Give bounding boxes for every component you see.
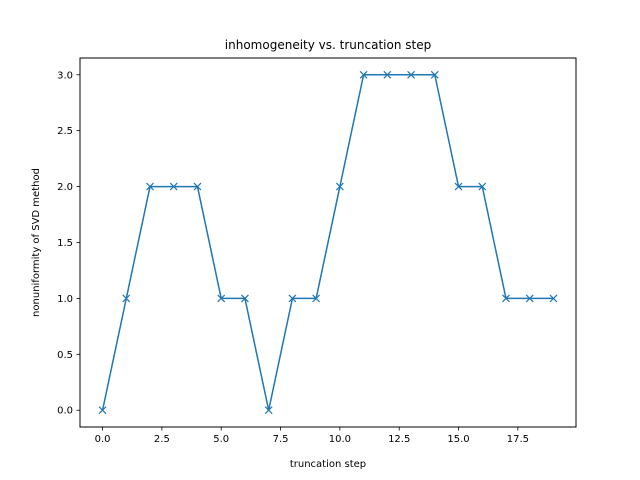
x-tick-label: 17.5 [507,434,529,445]
x-tick-label: 7.5 [273,434,289,445]
data-point-marker [217,294,226,303]
x-tick-label: 10.0 [329,434,351,445]
data-point-marker [454,182,463,191]
data-point-marker [430,70,439,79]
chart-title: inhomogeneity vs. truncation step [225,38,431,52]
series-line [101,74,554,411]
data-point-marker [264,406,273,415]
data-point-marker [288,294,297,303]
tick-layer: 0.0 2.5 5.0 7.5 10.0 12.5 15.0 17.5 0.0 0.5 1.0 1.5… [57,70,529,445]
data-point-marker [525,294,534,303]
y-tick-label: 1.5 [57,238,73,249]
data-point-marker [241,294,249,303]
data-point-marker [407,70,415,79]
data-point-marker [359,70,368,79]
y-tick-label: 2.5 [57,126,73,137]
data-point-marker [98,406,107,415]
y-tick-label: 0.5 [57,350,73,361]
data-point-marker [312,294,321,303]
y-axis-title: nonuniformity of SVD method [31,168,42,317]
y-tick-label: 3.0 [57,70,73,81]
data-point-marker [335,182,344,191]
y-tick-label: 1.0 [57,294,73,305]
x-tick-label: 0.0 [95,434,111,445]
x-tick-label: 12.5 [388,434,410,445]
x-tick-label: 5.0 [213,434,229,445]
data-point-marker [549,294,558,303]
x-tick-label: 15.0 [447,434,469,445]
data-point-marker [478,182,487,191]
data-point-marker [169,182,178,191]
y-tick-label: 0.0 [57,406,73,417]
data-point-marker [383,70,392,79]
x-tick-label: 2.5 [154,434,170,445]
y-tick-label: 2.0 [57,182,73,193]
series-layer [98,70,558,415]
x-axis-title: truncation step [290,459,366,470]
data-point-marker [122,294,131,303]
plot-frame [79,57,577,428]
data-point-marker [146,182,154,191]
data-point-marker [193,182,202,191]
data-point-marker [502,294,510,303]
